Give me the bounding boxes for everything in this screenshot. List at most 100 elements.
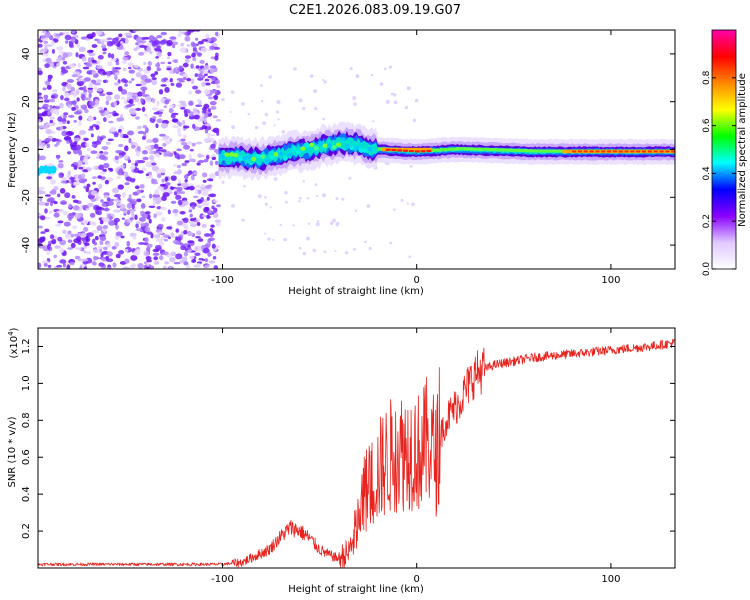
spectrogram-noise-cell (146, 259, 152, 263)
spectrogram-noise-cell (47, 111, 51, 116)
spectrogram-noise-cell (70, 242, 76, 248)
spectrogram-noise-cell (191, 205, 195, 209)
spectrogram-noise-cell (107, 138, 114, 142)
spectrogram-noise-cell (112, 262, 117, 268)
spectrogram-noise-cell (83, 137, 89, 142)
spectrogram-noise-cell (155, 153, 160, 158)
spectrogram-sparse-cell (379, 82, 384, 86)
spectrogram-noise-cell (115, 61, 120, 66)
spectrogram-noise-cell (42, 87, 47, 91)
spectrogram-noise-cell (183, 134, 187, 139)
spectrogram-noise-cell (84, 108, 89, 114)
spectrogram-noise-cell (97, 106, 104, 110)
spectrogram-noise-cell (189, 255, 195, 260)
spectrogram-noise-cell (67, 104, 72, 109)
spectrogram-noise-cell (195, 235, 201, 239)
spectrogram-noise-cell (155, 238, 163, 243)
spectrogram-noise-cell (85, 38, 91, 41)
spectrogram-noise-cell (43, 262, 48, 267)
spectrogram-noise-cell (127, 130, 135, 136)
spectrogram-noise-cell (41, 125, 49, 130)
spectrogram-noise-cell (70, 233, 74, 238)
spectrogram-noise-cell (207, 209, 213, 214)
spectrogram-noise-cell (69, 261, 75, 266)
spectrogram-noise-cell (139, 184, 145, 189)
spectrogram-noise-cell (212, 115, 218, 119)
spectrogram-noise-cell (38, 119, 42, 123)
spectrogram-noise-cell (113, 82, 120, 86)
spectrogram-sparse-cell (267, 237, 271, 241)
spectrogram-noise-cell (160, 149, 167, 153)
spectrogram-sparse-cell (323, 250, 327, 254)
spectrogram-noise-cell (158, 113, 162, 118)
spectrogram-sparse-cell (272, 238, 275, 242)
spectrogram-noise-cell (128, 69, 135, 74)
spectrogram-noise-cell (68, 203, 72, 209)
spectrogram-noise-cell (121, 60, 128, 64)
spectrogram-noise-cell (70, 86, 76, 93)
spectrogram-noise-cell (170, 251, 177, 257)
spectrogram-sparse-cell (302, 106, 306, 111)
spectrogram-sparse-cell (221, 97, 225, 102)
spectrogram-noise-cell (106, 91, 113, 96)
spectrogram-sparse-cell (312, 248, 317, 253)
spectrogram-noise-cell (206, 214, 210, 219)
spectrogram-noise-cell (185, 264, 191, 269)
spectrogram-noise-cell (169, 77, 173, 83)
spectrogram-noise-cell (162, 251, 169, 256)
spectrogram-peak-segment (612, 150, 617, 153)
spectrogram-ytick-label: -40 (21, 237, 32, 253)
spectrogram-noise-cell (172, 68, 177, 74)
spectrogram-noise-cell (136, 198, 142, 203)
spectrogram-noise-cell (57, 236, 63, 242)
spectrogram-noise-cell (44, 138, 52, 142)
spectrogram-noise-cell (203, 118, 207, 124)
spectrogram-noise-cell (192, 85, 199, 90)
spectrogram-sparse-cell (276, 100, 281, 105)
spectrogram-noise-cell (101, 145, 109, 150)
spectrogram-noise-cell (120, 96, 125, 100)
spectrogram-noise-cell (214, 160, 219, 165)
spectrogram-noise-cell (105, 114, 113, 119)
spectrogram-noise-cell (146, 231, 153, 235)
snr-xtick-label: -100 (211, 574, 234, 585)
spectrogram-noise-cell (86, 232, 94, 237)
spectrogram-noise-cell (117, 79, 121, 84)
spectrogram-noise-cell (91, 59, 97, 63)
spectrogram-noise-cell (59, 32, 64, 36)
spectrogram-noise-cell (189, 111, 194, 117)
spectrogram-noise-cell (92, 181, 96, 185)
spectrogram-noise-cell (91, 176, 97, 179)
spectrogram-sparse-cell (277, 118, 280, 121)
spectrogram-ridge-segment (432, 148, 443, 152)
spectrogram-noise-cell (159, 133, 166, 137)
spectrogram-noise-cell (41, 35, 46, 39)
spectrogram-noise-cell (98, 183, 103, 190)
spectrogram-noise-cell (47, 76, 52, 82)
spectrogram-peak-cell (362, 148, 369, 153)
spectrogram-noise-cell (168, 104, 176, 108)
spectrogram-noise-cell (56, 155, 60, 160)
spectrogram-noise-cell (146, 261, 150, 267)
spectrogram-peak-segment (583, 150, 588, 153)
spectrogram-noise-cell (38, 141, 43, 147)
spectrogram-noise-cell (50, 179, 56, 185)
spectrogram-noise-cell (130, 112, 137, 115)
spectrogram-noise-cell (207, 96, 214, 100)
spectrogram-noise-cell (203, 88, 211, 95)
spectrogram-noise-cell (106, 37, 113, 41)
spectrogram-noise-cell (195, 188, 199, 195)
spectrogram-noise-cell (201, 110, 207, 114)
spectrogram-sparse-cell (298, 98, 303, 103)
spectrogram-noise-cell (159, 183, 166, 187)
spectrogram-noise-cell (60, 180, 67, 184)
spectrogram-noise-cell (134, 214, 138, 220)
spectrogram-noise-cell (46, 143, 50, 149)
spectrogram-sparse-cell (273, 177, 278, 181)
spectrogram-noise-cell (105, 258, 114, 263)
spectrogram-noise-cell (147, 60, 152, 66)
spectrogram-sparse-cell (322, 117, 326, 121)
spectrogram-noise-cell (213, 94, 219, 101)
spectrogram-noise-cell (124, 83, 128, 87)
spectrogram-noise-cell (94, 236, 99, 241)
